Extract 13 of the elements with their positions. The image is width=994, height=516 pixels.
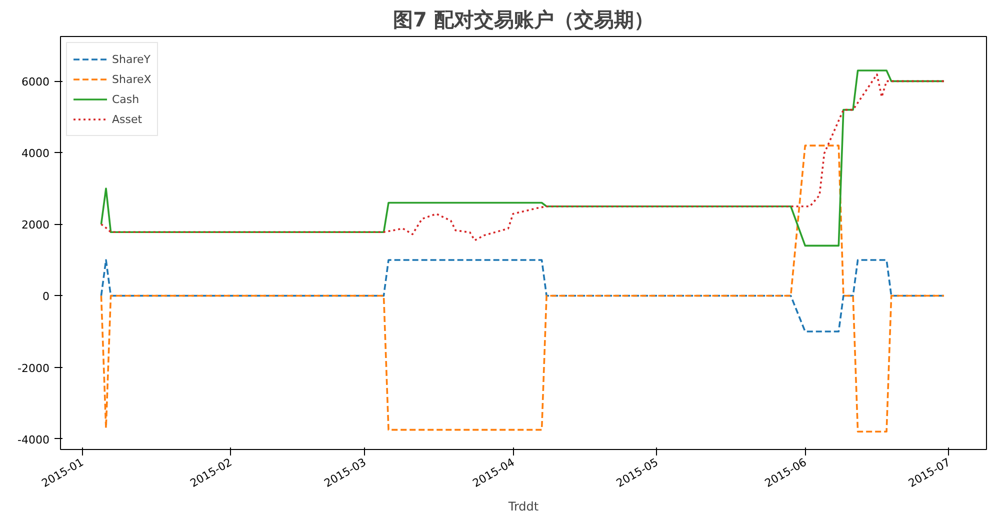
y-tick-label: 0 xyxy=(42,290,50,304)
y-tick-label: -4000 xyxy=(18,433,50,446)
legend-label: ShareX xyxy=(112,72,152,86)
chart-title: 图7 配对交易账户（交易期） xyxy=(393,8,654,32)
y-tick-label: 4000 xyxy=(22,147,50,160)
legend-label: Cash xyxy=(112,92,140,106)
legend-label: ShareY xyxy=(112,52,150,66)
line-series xyxy=(100,144,945,433)
legend-label: Asset xyxy=(112,112,142,126)
y-tick-label: 2000 xyxy=(22,218,50,232)
y-tick-label: 6000 xyxy=(22,76,50,89)
x-axis-title: Trddt xyxy=(507,499,539,514)
y-tick-label: -2000 xyxy=(18,362,50,375)
